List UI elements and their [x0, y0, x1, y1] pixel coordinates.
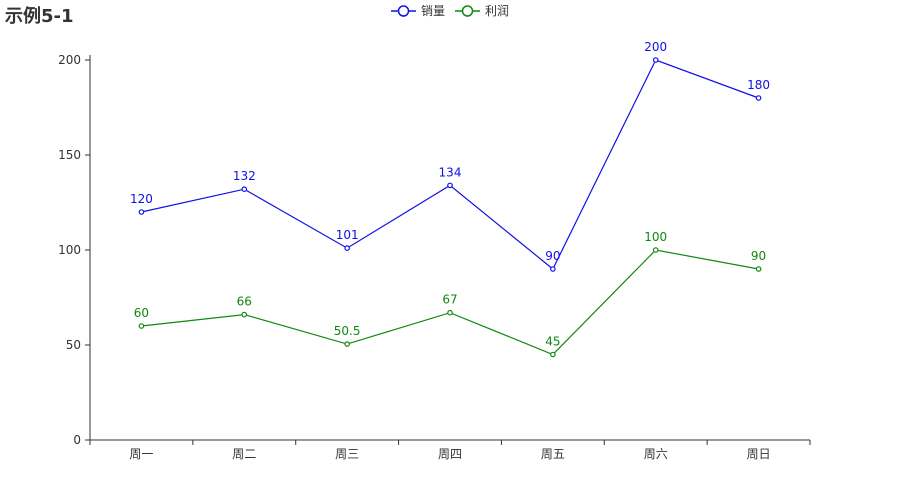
legend-sales-label: 销量 — [420, 4, 445, 18]
data-label: 100 — [644, 230, 667, 244]
data-point — [652, 247, 659, 253]
data-label: 200 — [644, 40, 667, 54]
series-layer: 120 132 101 134 90 200 180 60 66 50.5 67 45 100 90 — [130, 40, 770, 358]
axes: 0 50 100 150 200 周一 周二 周三 周四 周五 周六 周日 — [58, 53, 811, 461]
data-point — [344, 245, 350, 251]
data-label: 90 — [751, 249, 766, 263]
data-point — [138, 323, 145, 329]
data-label: 45 — [545, 335, 560, 349]
data-point — [241, 311, 248, 318]
x-tick-label: 周四 — [438, 447, 462, 461]
data-point — [447, 309, 453, 316]
y-tick-label: 200 — [58, 53, 81, 67]
x-tick-label: 周五 — [541, 447, 565, 461]
legend-sales-marker-icon — [390, 4, 416, 17]
data-label: 134 — [439, 165, 462, 179]
legend-profit-label: 利润 — [485, 4, 510, 18]
chart-title: 示例5-1 — [5, 6, 74, 27]
x-tick-label: 周二 — [232, 447, 256, 461]
data-label: 180 — [747, 78, 770, 92]
data-point — [652, 57, 659, 63]
data-label: 67 — [442, 293, 457, 307]
x-tick-label: 周日 — [747, 447, 771, 461]
data-point — [755, 266, 762, 272]
legend-profit-marker-icon — [455, 4, 480, 17]
y-tick-label: 0 — [73, 433, 81, 447]
data-point — [550, 266, 556, 272]
data-label: 120 — [130, 192, 153, 206]
data-point — [138, 209, 145, 215]
legend-item-sales[interactable]: 销量 — [390, 2, 445, 19]
y-tick-label: 50 — [66, 338, 81, 352]
data-label: 90 — [545, 249, 560, 263]
data-label: 50.5 — [334, 324, 361, 338]
x-tick-label: 周六 — [644, 447, 668, 461]
legend-item-profit[interactable]: 利润 — [455, 2, 509, 19]
y-tick-label: 150 — [58, 148, 81, 162]
data-point — [344, 341, 350, 347]
data-point — [755, 95, 762, 101]
data-label: 101 — [336, 228, 359, 242]
data-point — [241, 186, 248, 193]
data-point — [550, 351, 556, 358]
data-label: 60 — [134, 306, 149, 320]
data-label: 66 — [237, 295, 252, 309]
y-tick-label: 100 — [58, 243, 81, 257]
x-tick-label: 周一 — [129, 447, 153, 461]
legend: 销量 利润 — [0, 2, 900, 19]
x-tick-label: 周三 — [335, 447, 359, 461]
data-point — [447, 182, 453, 189]
data-label: 132 — [233, 169, 256, 183]
